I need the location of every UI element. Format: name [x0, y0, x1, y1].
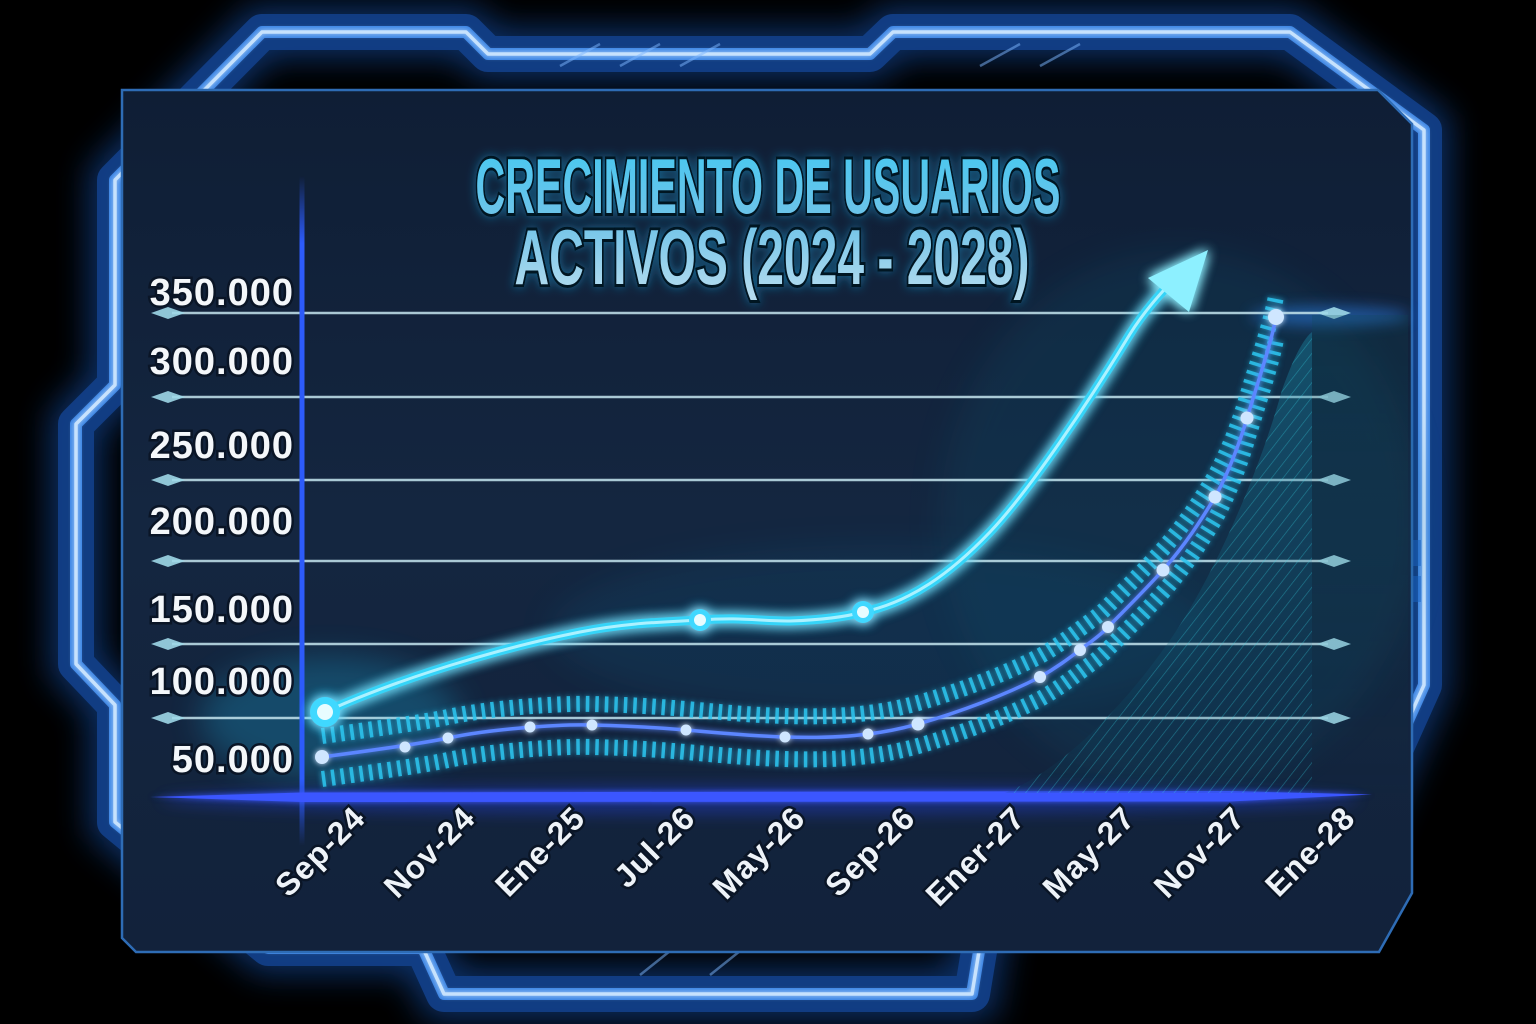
y-tick-label: 200.000: [150, 501, 294, 543]
data-point-core: [694, 614, 706, 626]
chart-title-line2: ACTIVOS (2024 - 2028): [515, 213, 1030, 301]
data-point: [1208, 490, 1222, 504]
data-point-core: [857, 606, 869, 618]
area-fill-fan: [1005, 315, 1408, 793]
data-point: [315, 750, 329, 764]
data-point-start-core: [317, 704, 333, 720]
data-point: [1268, 309, 1284, 325]
data-point: [1102, 621, 1114, 633]
chart-title: CRECIMIENTO DE USUARIOS ACTIVOS (2024 - …: [473, 139, 1064, 304]
data-point: [586, 719, 598, 731]
y-axis-labels: 350.000 300.000 250.000 200.000 150.000 …: [147, 270, 295, 784]
series-cyan-line: [310, 250, 1208, 727]
frame-circuit-trace: [559, 42, 601, 68]
y-tick-label: 300.000: [150, 341, 294, 383]
y-tick-label: 250.000: [150, 425, 294, 467]
data-point: [1156, 563, 1170, 577]
data-point: [1034, 671, 1046, 683]
right-edge-strip: [1312, 315, 1408, 793]
frame-circuit-trace: [619, 42, 661, 68]
data-point: [911, 717, 925, 731]
series-blue-line: [315, 309, 1284, 764]
data-point: [680, 724, 692, 736]
data-point: [779, 731, 791, 743]
cyan-line-markers: [310, 601, 874, 727]
frame-circuit-trace: [1039, 42, 1081, 68]
arrow-head-icon: [1148, 250, 1208, 312]
data-point: [399, 741, 411, 753]
x-axis-shape: [150, 791, 1372, 802]
data-point: [1240, 411, 1254, 425]
area-fill-line-texture: [1005, 332, 1312, 793]
frame-circuit-trace: [679, 42, 721, 68]
data-point: [442, 732, 454, 744]
chart-title-line1: CRECIMIENTO DE USUARIOS: [476, 142, 1061, 230]
data-point: [524, 721, 536, 733]
y-tick-label: 100.000: [150, 661, 294, 703]
y-tick-label: 350.000: [150, 272, 294, 314]
frame-circuit-trace: [979, 42, 1021, 68]
data-point: [1074, 644, 1086, 656]
y-tick-label: 150.000: [150, 589, 294, 631]
data-point: [862, 728, 874, 740]
x-axis-line: [150, 791, 1372, 802]
y-tick-label: 50.000: [172, 739, 294, 781]
blue-line-markers: [315, 309, 1284, 764]
